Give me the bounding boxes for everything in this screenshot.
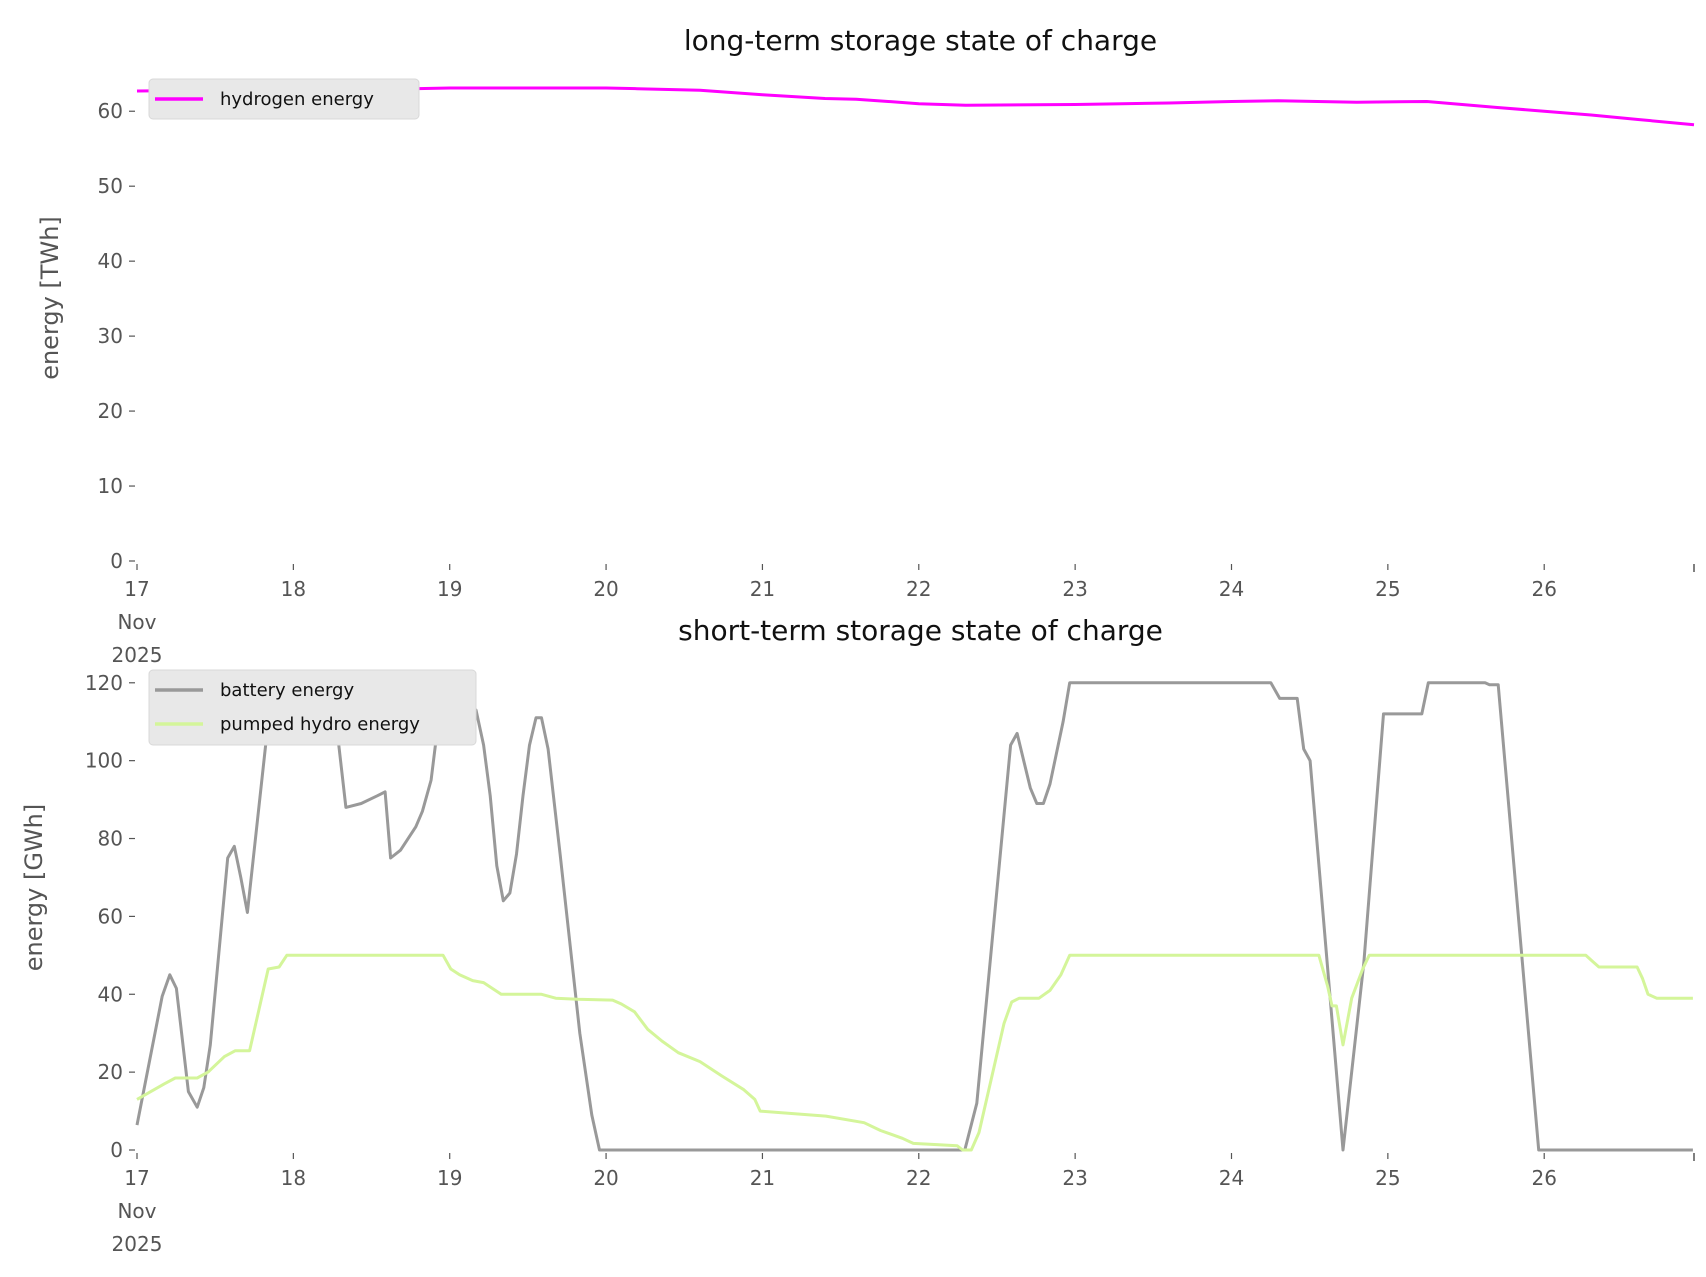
legend: battery energy pumped hydro energy	[148, 669, 477, 746]
x-tick-label: 24	[1219, 577, 1244, 601]
x-tick-label: 25	[1375, 577, 1400, 601]
series-line-pumped-hydro-energy	[136, 953, 1693, 1152]
y-tick-label: 0	[110, 549, 123, 573]
legend-box	[148, 669, 477, 746]
x-tick-label: 21	[750, 1166, 775, 1190]
x-tick-label: 17	[124, 1166, 149, 1190]
y-tick-label: 50	[98, 174, 123, 198]
legend-box	[148, 78, 420, 120]
x-tick-label: Nov	[117, 610, 156, 634]
y-axis-label: energy [GWh]	[20, 804, 48, 972]
y-tick-label: 80	[98, 827, 123, 851]
y-tick-label: 120	[85, 671, 123, 695]
y-tick-label: 40	[98, 982, 123, 1006]
y-tick-label: 40	[98, 249, 123, 273]
x-tick-label: 20	[593, 1166, 618, 1190]
x-tick-label: 26	[1531, 1166, 1556, 1190]
y-axis-label: energy [TWh]	[36, 216, 64, 380]
y-tick-label: 10	[98, 474, 123, 498]
x-tick-label: 21	[750, 577, 775, 601]
series-line-hydrogen-energy	[136, 86, 1695, 127]
x-tick-label: 19	[437, 1166, 462, 1190]
x-tick-label: 26	[1531, 577, 1556, 601]
series-line-battery-energy	[135, 681, 1693, 1152]
x-tick-label: Nov	[117, 1199, 156, 1223]
chart-title: long-term storage state of charge	[684, 24, 1157, 57]
legend-entry: pumped hydro energy	[220, 714, 420, 735]
y-tick-label: 0	[110, 1138, 123, 1162]
chart-title: short-term storage state of charge	[678, 614, 1163, 647]
y-tick-label: 20	[98, 1060, 123, 1084]
legend-entry: hydrogen energy	[220, 89, 374, 110]
x-tick-label: 20	[593, 577, 618, 601]
x-tick-label: 25	[1375, 1166, 1400, 1190]
x-tick-label: 2025	[112, 643, 163, 667]
y-tick-label: 100	[85, 749, 123, 773]
x-tick-label: 23	[1062, 1166, 1087, 1190]
y-tick-label: 60	[98, 904, 123, 928]
y-tick-label: 30	[98, 324, 123, 348]
x-tick-label: 17	[124, 577, 149, 601]
x-tick-label: 24	[1219, 1166, 1244, 1190]
legend: hydrogen energy	[148, 78, 420, 120]
x-tick-label: 2025	[112, 1232, 163, 1256]
x-tick-label: 22	[906, 1166, 931, 1190]
x-tick-label: 23	[1062, 577, 1087, 601]
panel-short-term: short-term storage state of charge energy…	[20, 614, 1695, 1256]
x-tick-label: 19	[437, 577, 462, 601]
x-tick-label: 22	[906, 577, 931, 601]
legend-entry: battery energy	[220, 680, 354, 701]
x-tick-label: 18	[281, 1166, 306, 1190]
x-tick-label: 18	[281, 577, 306, 601]
y-tick-label: 60	[98, 99, 123, 123]
panel-long-term: long-term storage state of charge energy …	[36, 24, 1695, 667]
y-tick-label: 20	[98, 399, 123, 423]
